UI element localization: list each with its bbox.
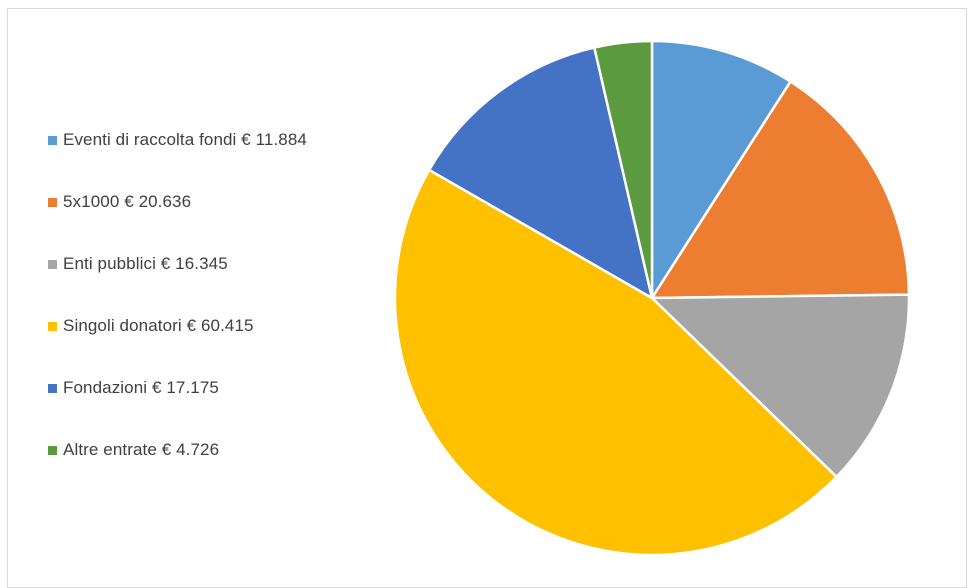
legend-label: Eventi di raccolta fondi € 11.884 [63, 130, 307, 149]
pie-slice-0 [650, 39, 792, 300]
pie-slice-5 [593, 39, 654, 300]
legend-swatch [48, 135, 57, 145]
legend-label: Altre entrate € 4.726 [63, 440, 220, 459]
legend-item-altre-entrate: Altre entrate € 4.726 [48, 438, 219, 462]
legend-item-enti-pubblici: Enti pubblici € 16.345 [48, 252, 228, 276]
pie-slice-2 [650, 293, 911, 479]
legend-item-singoli-donatori: Singoli donatori € 60.415 [48, 314, 254, 338]
legend-item-fondazioni: Fondazioni € 17.175 [48, 376, 219, 400]
legend-label: Singoli donatori € 60.415 [63, 316, 254, 335]
legend-label: Fondazioni € 17.175 [63, 378, 219, 397]
legend-swatch [48, 321, 57, 331]
legend-item-5x1000: 5x1000 € 20.636 [48, 190, 191, 214]
legend-item-eventi: Eventi di raccolta fondi € 11.884 [48, 128, 307, 152]
legend-swatch [48, 259, 57, 269]
legend-swatch [48, 197, 57, 207]
pie-slice-3 [393, 168, 838, 557]
pie-slice-1 [650, 80, 911, 300]
legend-swatch [48, 383, 57, 393]
pie-slice-4 [427, 46, 654, 300]
legend-label: Enti pubblici € 16.345 [63, 254, 228, 273]
legend-swatch [48, 445, 57, 455]
legend-label: 5x1000 € 20.636 [63, 192, 192, 211]
